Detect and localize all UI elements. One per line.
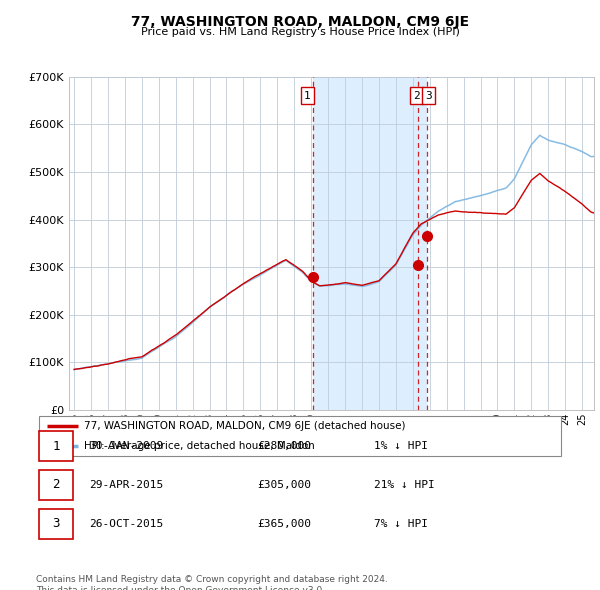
Text: 77, WASHINGTON ROAD, MALDON, CM9 6JE: 77, WASHINGTON ROAD, MALDON, CM9 6JE: [131, 15, 469, 29]
Text: 29-APR-2015: 29-APR-2015: [89, 480, 163, 490]
Text: 1% ↓ HPI: 1% ↓ HPI: [374, 441, 428, 451]
Text: 3: 3: [425, 91, 432, 101]
Text: Contains HM Land Registry data © Crown copyright and database right 2024.
This d: Contains HM Land Registry data © Crown c…: [36, 575, 388, 590]
Text: 7% ↓ HPI: 7% ↓ HPI: [374, 519, 428, 529]
Bar: [313, 77, 427, 410]
Text: 1: 1: [304, 91, 311, 101]
Text: 26-OCT-2015: 26-OCT-2015: [89, 519, 163, 529]
Text: 30-JAN-2009: 30-JAN-2009: [89, 441, 163, 451]
Text: 2: 2: [52, 478, 60, 491]
FancyBboxPatch shape: [38, 509, 73, 539]
FancyBboxPatch shape: [38, 470, 73, 500]
Text: 1: 1: [52, 440, 60, 453]
Text: £365,000: £365,000: [258, 519, 312, 529]
Text: Price paid vs. HM Land Registry's House Price Index (HPI): Price paid vs. HM Land Registry's House …: [140, 27, 460, 37]
Text: 3: 3: [52, 517, 60, 530]
Text: 21% ↓ HPI: 21% ↓ HPI: [374, 480, 434, 490]
Text: £305,000: £305,000: [258, 480, 312, 490]
Text: HPI: Average price, detached house, Maldon: HPI: Average price, detached house, Mald…: [83, 441, 314, 451]
FancyBboxPatch shape: [38, 415, 562, 457]
Text: £280,000: £280,000: [258, 441, 312, 451]
Text: 77, WASHINGTON ROAD, MALDON, CM9 6JE (detached house): 77, WASHINGTON ROAD, MALDON, CM9 6JE (de…: [83, 421, 405, 431]
FancyBboxPatch shape: [38, 431, 73, 461]
Text: 2: 2: [413, 91, 420, 101]
